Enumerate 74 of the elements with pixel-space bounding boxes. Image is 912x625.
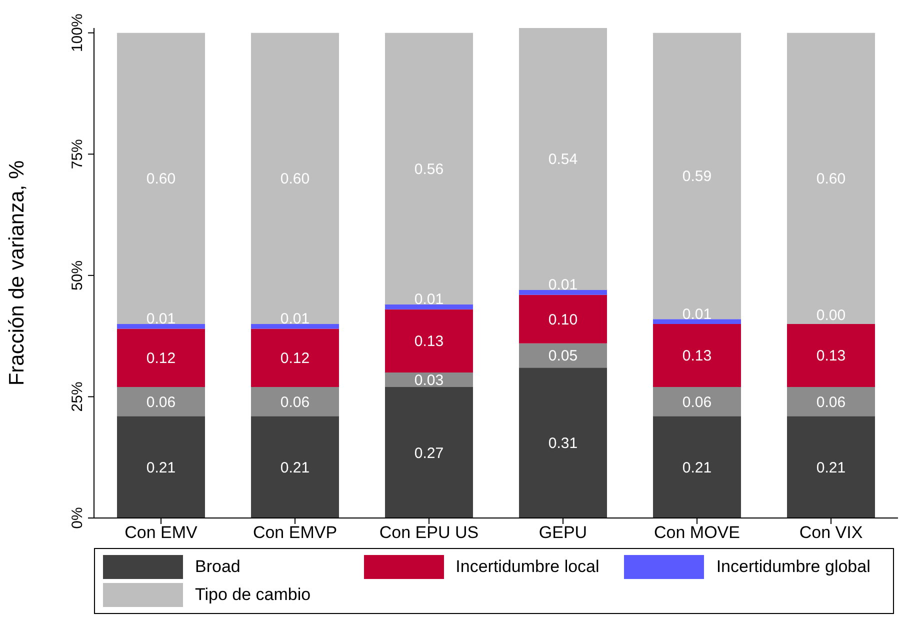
data-label: 0.03 <box>414 372 444 389</box>
bar <box>251 324 339 329</box>
bar <box>117 328 205 388</box>
data-label: 0.12 <box>280 350 310 368</box>
bar <box>385 304 473 310</box>
data-label: 0.10 <box>548 311 578 328</box>
data-label: 0.06 <box>816 394 846 411</box>
data-label: 0.21 <box>816 459 846 476</box>
bar <box>519 294 607 344</box>
bar <box>251 328 339 388</box>
x-tick-label: Con EMV <box>124 523 198 542</box>
legend-label: Tipo de cambio <box>195 585 311 605</box>
bar <box>117 416 205 518</box>
data-label: 0.56 <box>414 160 444 178</box>
data-label: 0.01 <box>280 310 310 328</box>
data-label: 0.05 <box>548 348 578 365</box>
data-label: 0.60 <box>280 170 310 188</box>
data-label: 0.00 <box>816 307 846 324</box>
x-tick-label: Con MOVE <box>654 523 740 542</box>
legend-label: Incertidumbre global <box>716 557 870 577</box>
bar <box>519 28 607 290</box>
data-label: 0.21 <box>146 459 176 476</box>
data-label: 0.01 <box>414 291 444 308</box>
data-label: 0.01 <box>146 310 176 328</box>
legend-label: Incertidumbre local <box>456 557 600 577</box>
x-tick-label: Con EMVP <box>252 523 338 542</box>
data-label: 0.13 <box>816 348 846 365</box>
bar <box>385 309 473 372</box>
bar <box>117 387 205 416</box>
bar <box>519 290 607 295</box>
data-label: 0.21 <box>280 459 310 476</box>
data-label: 0.01 <box>682 306 712 323</box>
y-tick-label: 100% <box>69 14 86 52</box>
y-axis-title: Fracción de varianza, % <box>5 160 28 386</box>
y-tick-label: 0% <box>69 507 86 529</box>
bar <box>653 32 741 320</box>
bar <box>519 368 607 518</box>
data-label: 0.06 <box>146 394 176 411</box>
bar <box>251 32 339 324</box>
bar <box>117 324 205 329</box>
data-label: 0.12 <box>146 350 176 368</box>
bar <box>787 32 875 324</box>
y-tick-label: 25% <box>69 382 86 412</box>
data-label: 0.13 <box>682 348 712 365</box>
data-label: 0.54 <box>548 151 578 168</box>
bar <box>385 32 473 305</box>
y-tick-label: 50% <box>69 260 86 290</box>
bar <box>385 387 473 518</box>
data-label: 0.27 <box>414 444 444 462</box>
data-label: 0.60 <box>816 170 846 188</box>
data-label: 0.59 <box>682 168 712 186</box>
x-tick-label: GEPU <box>538 523 588 542</box>
data-label: 0.01 <box>548 276 578 294</box>
data-label: 0.21 <box>682 459 712 476</box>
data-label: 0.06 <box>682 394 712 411</box>
data-label: 0.31 <box>548 435 578 452</box>
data-label: 0.13 <box>414 333 444 350</box>
x-tick-label: Con VIX <box>799 523 863 542</box>
x-tick-label: Con EPU US <box>379 523 479 542</box>
bar <box>117 32 205 324</box>
bar <box>251 416 339 518</box>
data-label: 0.60 <box>146 170 176 188</box>
bar <box>519 343 607 368</box>
data-label: 0.06 <box>280 394 310 411</box>
bar <box>653 324 741 388</box>
bar <box>787 387 875 416</box>
legend-label: Broad <box>195 557 240 577</box>
y-tick-label: 75% <box>69 139 86 170</box>
bar <box>787 416 875 518</box>
bar <box>653 319 741 324</box>
bar <box>653 416 741 518</box>
bar <box>251 387 339 416</box>
bar <box>787 324 875 388</box>
bar <box>653 387 741 416</box>
